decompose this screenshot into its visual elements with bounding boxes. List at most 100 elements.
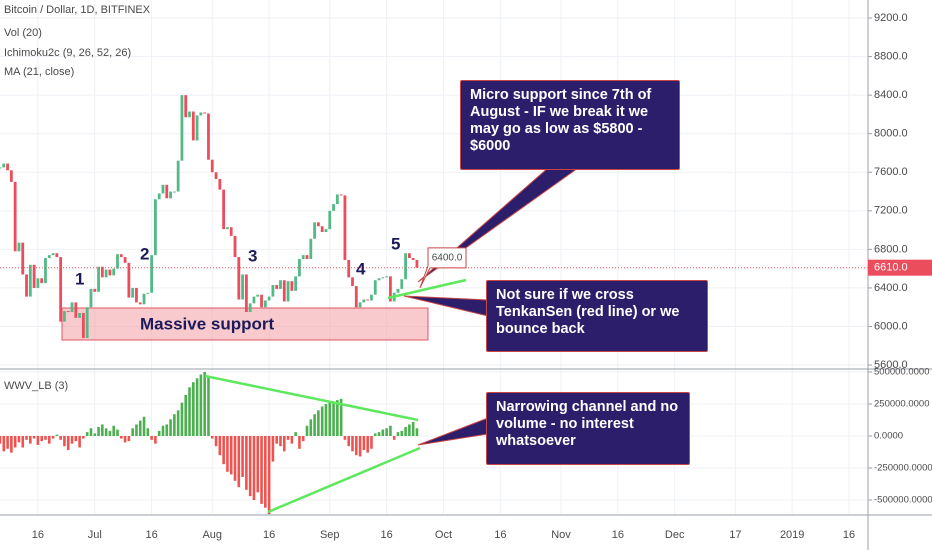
histogram-bar — [309, 419, 313, 436]
histogram-bar — [377, 432, 381, 436]
histogram-bar — [362, 435, 366, 451]
candle — [286, 281, 290, 302]
histogram-bar — [2, 435, 6, 452]
histogram-bar — [29, 435, 32, 444]
candle — [343, 195, 347, 260]
y-tick-label: 7200.0 — [874, 205, 908, 217]
wave-label: 5 — [391, 234, 400, 253]
histogram-bar — [47, 435, 51, 444]
candle — [123, 257, 127, 263]
histogram-bar — [404, 427, 407, 436]
histogram-bar — [411, 421, 415, 436]
candle — [13, 181, 17, 252]
histogram-bar — [173, 414, 176, 436]
histogram-bar — [0, 435, 2, 444]
histogram-bar — [108, 430, 112, 436]
candle — [301, 255, 305, 260]
x-tick-label: 16 — [843, 529, 855, 541]
histogram-bar — [324, 403, 328, 436]
trend-line — [387, 278, 467, 300]
candle — [237, 257, 241, 300]
indicator-label: Ichimoku2c (9, 26, 52, 26) — [4, 47, 131, 59]
histogram-bar — [415, 428, 419, 436]
candle — [244, 274, 248, 313]
histogram-bar — [104, 428, 108, 436]
histogram-bar — [21, 435, 25, 448]
price-callout — [419, 247, 467, 289]
histogram-bar — [203, 371, 206, 436]
histogram-bar — [51, 435, 55, 439]
candle — [335, 194, 339, 205]
x-tick-label: 16 — [263, 529, 275, 541]
candle — [66, 311, 70, 313]
candle — [40, 278, 44, 284]
candle — [415, 259, 419, 268]
histogram-bar — [385, 428, 388, 436]
candle — [381, 277, 385, 279]
histogram-bar — [282, 435, 286, 452]
candle — [400, 279, 404, 289]
histogram-bar — [70, 435, 74, 444]
histogram-bar — [74, 435, 78, 442]
histogram-bar — [313, 414, 316, 436]
candle — [275, 285, 279, 289]
candle — [320, 226, 324, 233]
histogram-bar — [89, 428, 93, 436]
chart-title: Bitcoin / Dollar, 1D, BITFINEX — [4, 4, 151, 16]
histogram-bar — [169, 419, 172, 436]
candle — [263, 300, 267, 308]
histogram-bar — [351, 435, 354, 452]
candle — [313, 222, 317, 239]
candle — [305, 255, 309, 260]
histogram-bar — [370, 435, 373, 449]
histogram-bar — [17, 435, 21, 443]
candle — [316, 222, 320, 227]
y-tick-label: 5600.0 — [874, 359, 908, 371]
histogram-bar — [138, 420, 142, 436]
candle — [146, 292, 150, 294]
y-tick-label: -250000.0000 — [874, 463, 932, 474]
candle — [229, 227, 233, 236]
candle — [354, 286, 358, 308]
histogram-bar — [188, 387, 191, 436]
candle — [339, 194, 343, 196]
indicator-label: Vol (20) — [4, 27, 42, 39]
candle — [370, 294, 373, 301]
histogram-bar — [176, 410, 180, 436]
indicator-label: MA (21, close) — [4, 66, 74, 78]
candle — [172, 191, 176, 193]
candle — [157, 193, 161, 200]
marks — [0, 95, 868, 515]
histogram-bar — [112, 425, 116, 436]
histogram-bar — [123, 435, 127, 443]
histogram-bar — [396, 432, 400, 436]
histogram-bar — [142, 416, 146, 436]
candle — [97, 266, 100, 292]
histogram-bar — [165, 424, 169, 436]
candle — [256, 294, 260, 297]
candle — [21, 242, 25, 275]
candle — [351, 277, 354, 287]
last-price-badge — [868, 259, 932, 276]
candle — [2, 163, 6, 168]
candle — [404, 253, 407, 280]
x-tick-label: 16 — [494, 529, 506, 541]
support-zone — [61, 307, 429, 341]
histogram-bar — [354, 435, 358, 456]
y-tick-label: 500000.0000 — [874, 366, 929, 377]
y-tick-label: 6400.0 — [874, 282, 908, 294]
indicator-label: WWV_LB (3) — [4, 380, 68, 392]
annotation: Not sure if we cross TenkanSen (red line… — [486, 280, 708, 352]
histogram-bar — [317, 410, 320, 436]
histogram-bar — [218, 435, 222, 456]
candle — [85, 307, 89, 339]
y-tick-label: 250000.0000 — [874, 398, 929, 409]
histogram-bar — [13, 435, 17, 448]
histogram-bar — [279, 435, 282, 447]
histogram-bar — [267, 435, 271, 515]
x-tick-label: Nov — [551, 529, 571, 541]
zone-label: Massive support — [140, 314, 274, 333]
histogram-bar — [226, 435, 229, 472]
histogram-bar — [389, 425, 392, 436]
histogram-bar — [301, 435, 305, 442]
